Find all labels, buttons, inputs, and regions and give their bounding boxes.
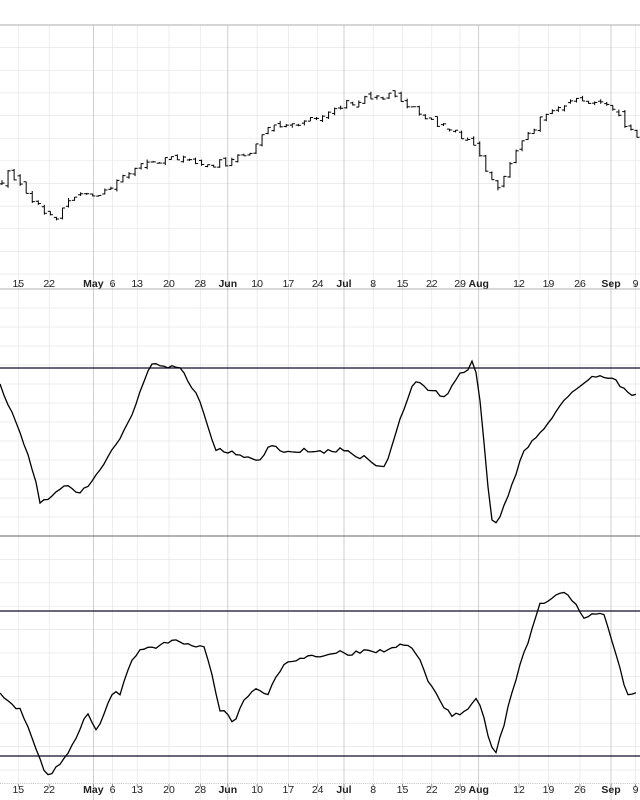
svg-text:10: 10 [251, 784, 263, 796]
svg-text:19: 19 [543, 784, 555, 796]
svg-text:17: 17 [283, 784, 295, 796]
svg-text:8: 8 [370, 784, 376, 796]
svg-text:15: 15 [12, 278, 24, 290]
svg-text:8: 8 [370, 278, 376, 290]
svg-text:22: 22 [43, 278, 55, 290]
svg-text:26: 26 [574, 784, 586, 796]
svg-text:24: 24 [312, 784, 324, 796]
svg-text:17: 17 [283, 278, 295, 290]
svg-text:28: 28 [194, 784, 206, 796]
svg-text:28: 28 [194, 278, 206, 290]
svg-text:Jun: Jun [218, 784, 237, 796]
svg-text:Sep: Sep [601, 784, 620, 796]
svg-text:6: 6 [110, 784, 116, 796]
svg-text:Sep: Sep [601, 278, 620, 290]
svg-text:May: May [83, 784, 104, 796]
svg-text:26: 26 [574, 278, 586, 290]
svg-text:22: 22 [426, 784, 438, 796]
svg-text:Jul: Jul [336, 784, 351, 796]
svg-text:May: May [83, 278, 104, 290]
svg-text:Jun: Jun [218, 278, 237, 290]
svg-text:6: 6 [110, 278, 116, 290]
svg-text:22: 22 [43, 784, 55, 796]
svg-text:12: 12 [513, 278, 525, 290]
svg-text:Jul: Jul [336, 278, 351, 290]
svg-text:12: 12 [513, 784, 525, 796]
svg-text:19: 19 [543, 278, 555, 290]
svg-text:9: 9 [633, 784, 639, 796]
svg-text:13: 13 [131, 278, 143, 290]
svg-text:20: 20 [163, 784, 175, 796]
svg-text:Aug: Aug [468, 278, 488, 290]
svg-text:13: 13 [131, 784, 143, 796]
svg-text:29: 29 [454, 784, 466, 796]
svg-text:10: 10 [251, 278, 263, 290]
svg-text:15: 15 [397, 278, 409, 290]
svg-text:24: 24 [312, 278, 324, 290]
svg-text:20: 20 [163, 278, 175, 290]
svg-text:9: 9 [633, 278, 639, 290]
svg-text:Aug: Aug [468, 784, 488, 796]
svg-text:15: 15 [397, 784, 409, 796]
svg-text:22: 22 [426, 278, 438, 290]
svg-text:15: 15 [12, 784, 24, 796]
svg-text:29: 29 [454, 278, 466, 290]
